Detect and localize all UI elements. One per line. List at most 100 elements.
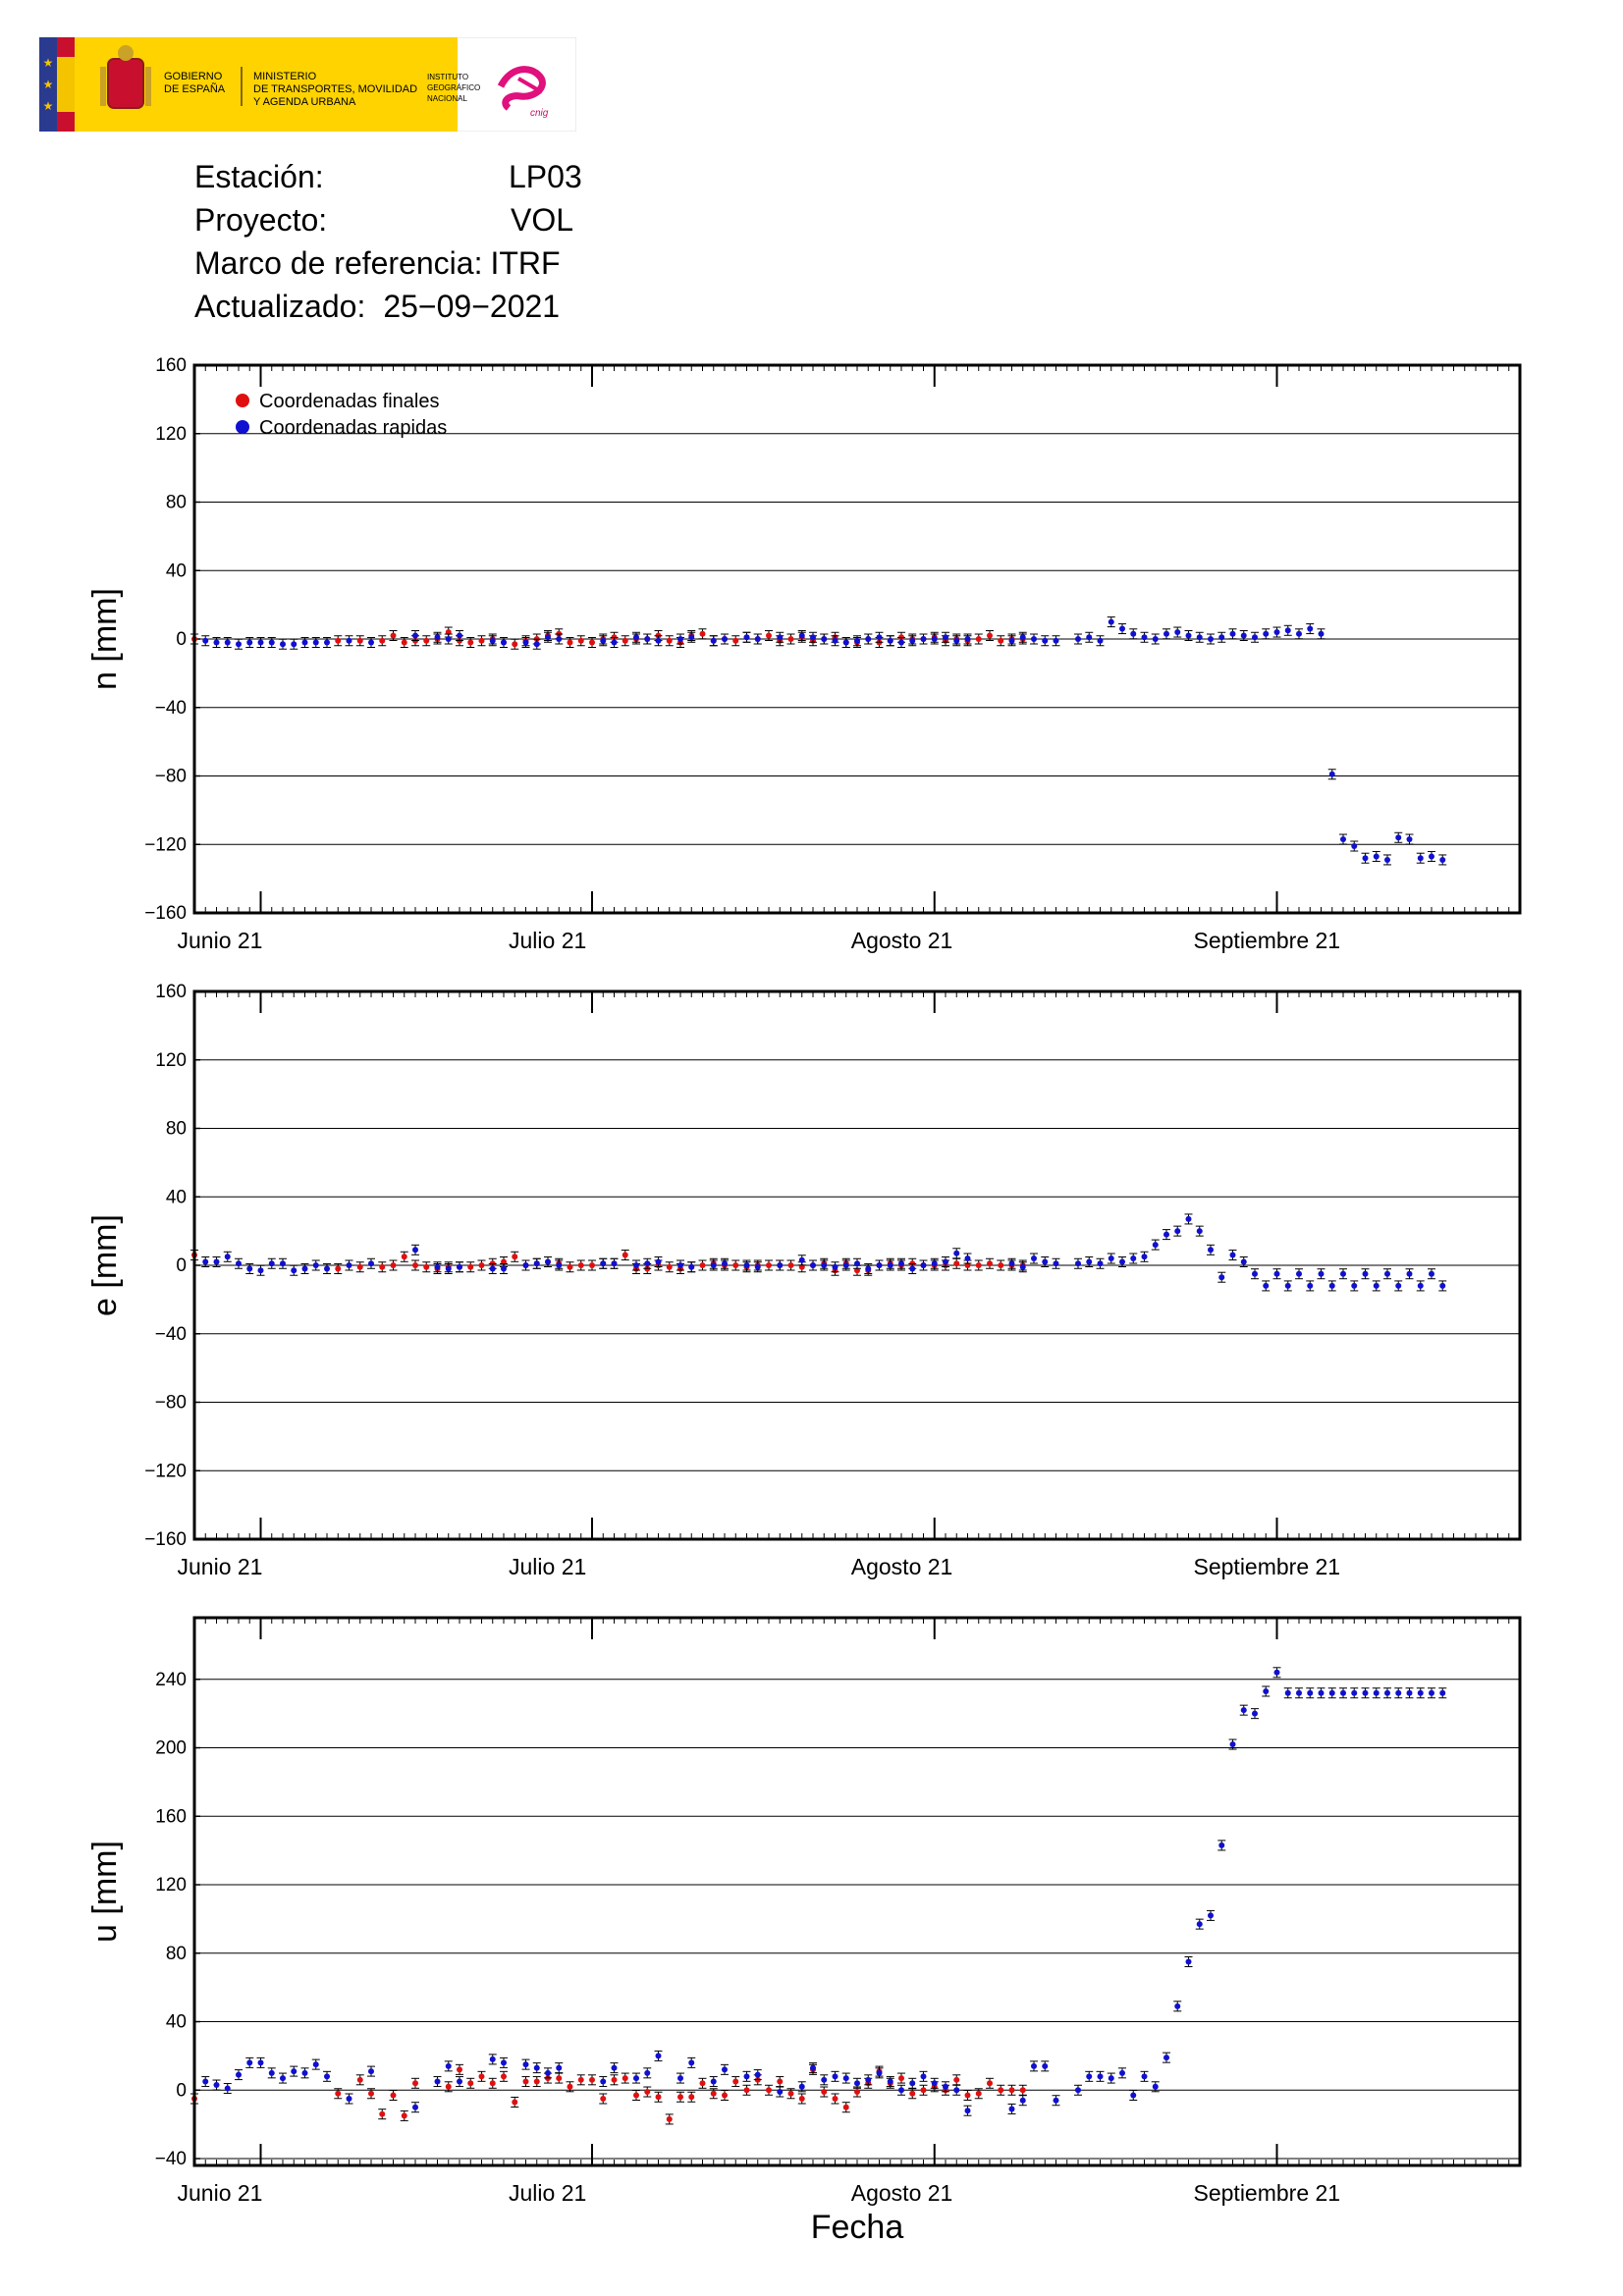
data-point	[666, 2115, 673, 2122]
data-point	[522, 2061, 529, 2068]
ministry-line1: MINISTERIO	[253, 71, 317, 82]
data-point	[522, 639, 529, 646]
y-tick-label: −120	[144, 834, 187, 855]
data-point	[710, 2078, 717, 2085]
data-point	[1384, 1270, 1390, 1277]
data-point	[545, 1258, 551, 1265]
data-point	[887, 1262, 893, 1268]
y-tick-label: 160	[155, 1806, 187, 1827]
data-point	[854, 637, 860, 644]
data-point	[512, 1254, 518, 1260]
data-point	[445, 1265, 452, 1272]
data-point	[1284, 627, 1291, 634]
data-point	[1240, 1258, 1247, 1265]
data-point	[1208, 636, 1214, 642]
data-point	[953, 1250, 960, 1256]
data-point	[677, 636, 683, 642]
data-point	[478, 637, 485, 644]
data-point	[1196, 1921, 1203, 1928]
data-point	[1252, 634, 1258, 641]
data-point	[1119, 625, 1125, 632]
data-point	[1340, 1689, 1346, 1696]
data-point	[1097, 637, 1104, 644]
x-tick-label: Julio 21	[509, 1554, 586, 1579]
data-point	[1163, 2055, 1169, 2061]
data-point	[1296, 1270, 1302, 1277]
data-point	[953, 637, 960, 644]
y-tick-label: 120	[155, 1875, 187, 1896]
data-point	[1340, 836, 1346, 843]
data-point	[655, 2094, 662, 2101]
data-point	[909, 2090, 916, 2097]
data-point	[1086, 1258, 1093, 1265]
data-point	[677, 2075, 683, 2082]
data-point	[633, 2092, 639, 2099]
y-axis-label: u [mm]	[86, 1841, 124, 1943]
data-point	[1252, 1270, 1258, 1277]
data-point	[379, 2110, 386, 2117]
data-point	[743, 2073, 750, 2080]
data-point	[1429, 1689, 1434, 1696]
data-point	[1208, 1912, 1214, 1919]
data-point	[423, 1263, 430, 1270]
data-point	[1119, 1258, 1125, 1265]
data-point	[644, 2089, 651, 2096]
station-info: Estación: LP03 Proyecto: VOL Marco de re…	[194, 155, 582, 328]
data-point	[390, 632, 397, 639]
data-point	[821, 2076, 828, 2083]
data-point	[920, 1262, 927, 1268]
data-point	[1152, 1242, 1159, 1249]
y-tick-label: −40	[155, 2149, 187, 2169]
data-point	[1284, 1689, 1291, 1696]
data-point	[688, 2059, 695, 2066]
data-point	[920, 2087, 927, 2094]
data-point	[401, 2112, 407, 2119]
data-point	[346, 2095, 352, 2102]
data-point	[268, 639, 275, 646]
data-point	[1086, 634, 1093, 641]
data-point	[1031, 2062, 1037, 2069]
data-point	[943, 2083, 948, 2090]
data-point	[1417, 1282, 1424, 1289]
data-point	[1362, 1270, 1369, 1277]
updated-row: Actualizado: 25−09−2021	[194, 285, 582, 328]
data-point	[1229, 1252, 1236, 1258]
data-point	[943, 634, 948, 641]
data-point	[688, 2094, 695, 2101]
data-point	[1395, 1282, 1402, 1289]
cnig-text: cnig	[530, 108, 549, 119]
data-point	[257, 2059, 264, 2066]
data-point	[1296, 1689, 1302, 1696]
data-point	[710, 2090, 717, 2097]
data-point	[1351, 1689, 1358, 1696]
data-point	[412, 632, 418, 639]
data-point	[710, 1262, 717, 1268]
data-point	[655, 637, 662, 644]
data-point	[346, 1262, 352, 1268]
data-point	[666, 637, 673, 644]
y-tick-label: −160	[144, 903, 187, 924]
data-point	[1417, 1689, 1424, 1696]
data-point	[787, 636, 794, 642]
data-point	[1130, 1255, 1137, 1262]
data-point	[445, 636, 452, 642]
data-point	[1263, 630, 1270, 637]
data-point	[1373, 1282, 1380, 1289]
data-point	[280, 2075, 286, 2082]
data-point	[1240, 1707, 1247, 1714]
data-point	[589, 639, 595, 646]
legend-marker	[236, 394, 249, 407]
data-point	[401, 639, 407, 646]
data-point	[213, 1258, 220, 1265]
data-point	[1273, 1270, 1280, 1277]
data-point	[1174, 2002, 1181, 2009]
plot-frame	[192, 1616, 1522, 2167]
data-point	[556, 1262, 563, 1268]
gov-line2: DE ESPAÑA	[164, 82, 226, 95]
data-point	[1174, 1228, 1181, 1235]
data-point	[898, 2087, 904, 2094]
data-point	[1053, 1260, 1059, 1267]
data-point	[1075, 2087, 1081, 2094]
data-point	[379, 637, 386, 644]
data-point	[202, 1258, 209, 1265]
